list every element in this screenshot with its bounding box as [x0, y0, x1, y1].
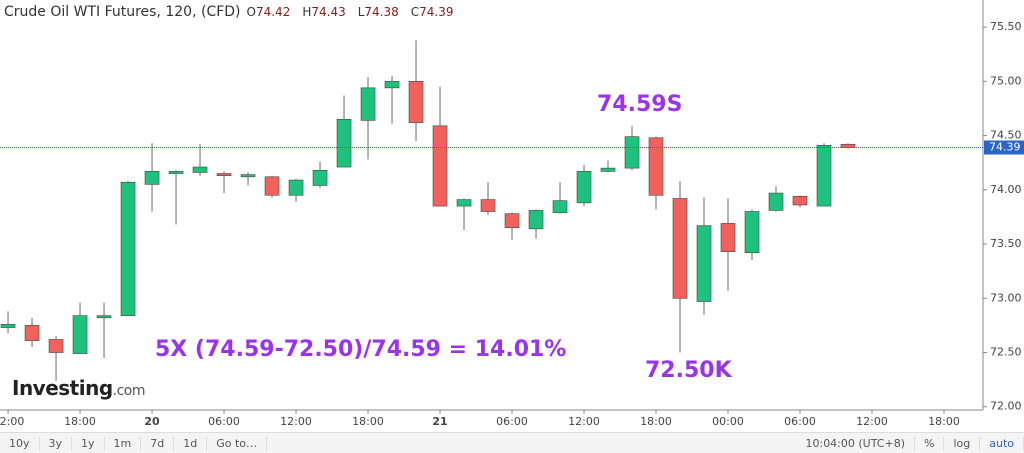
x-tick-label: 12:00	[568, 415, 600, 428]
x-tick-label: 18:00	[64, 415, 96, 428]
y-tick-label: 72.00	[990, 400, 1022, 413]
candle-body	[0, 324, 16, 328]
candle-body	[624, 136, 640, 169]
goto-button[interactable]: Go to…	[207, 436, 268, 450]
annotation: 74.59S	[597, 92, 683, 117]
range-button[interactable]: 7d	[141, 436, 175, 450]
candle-body	[216, 173, 232, 177]
candle-body	[432, 125, 448, 207]
chart-title: Crude Oil WTI Futures, 120, (CFD)	[4, 4, 241, 20]
y-tick-label: 74.00	[990, 183, 1022, 196]
candle-body	[360, 87, 376, 121]
candle-body	[72, 315, 88, 354]
x-tick-label: 06:00	[208, 415, 240, 428]
candle-body	[504, 213, 520, 229]
candle-body	[144, 171, 160, 185]
candle-body	[744, 211, 760, 254]
candle-body	[288, 179, 304, 196]
x-tick-label: 20	[144, 415, 160, 428]
candle-body	[672, 198, 688, 299]
ohlc-value: 74.38	[364, 5, 399, 19]
option-button[interactable]: auto	[980, 436, 1024, 450]
clock: 10:04:00 (UTC+8)	[796, 436, 915, 450]
option-button[interactable]: log	[944, 436, 981, 450]
range-button[interactable]: 10y	[0, 436, 40, 450]
range-button[interactable]: 3y	[40, 436, 73, 450]
y-tick-label: 75.50	[990, 20, 1022, 33]
candle-body	[768, 192, 784, 211]
candle-body	[720, 223, 736, 252]
candle-body	[240, 174, 256, 178]
candle-body	[528, 210, 544, 230]
y-tick-label: 73.00	[990, 291, 1022, 304]
x-tick-label: 12:00	[856, 415, 888, 428]
x-tick-label: 00:00	[712, 415, 744, 428]
candle-body	[312, 169, 328, 186]
candle-body	[192, 166, 208, 173]
range-button[interactable]: 1d	[174, 436, 208, 450]
logo-name: Investing	[12, 376, 113, 400]
candle-body	[24, 325, 40, 341]
candle-body	[264, 176, 280, 196]
ohlc-item: O74.42	[247, 5, 297, 19]
ohlc: O74.42 H74.43 L74.38 C74.39	[247, 4, 466, 20]
chart-header: Crude Oil WTI Futures, 120, (CFD) O74.42…	[4, 4, 466, 20]
x-tick-label: 12:00	[280, 415, 312, 428]
x-tick-label: 18:00	[928, 415, 960, 428]
candle-body	[576, 171, 592, 204]
chart: 72.00 72.50 73.00 73.50 74.00 74.50 75.00 75.50…	[0, 0, 1024, 428]
x-tick-label: 06:00	[496, 415, 528, 428]
candle-body	[456, 199, 472, 207]
logo: Investing.com	[12, 376, 146, 400]
ohlc-label: C	[410, 5, 420, 19]
x-tick-label: 2:00	[0, 415, 24, 428]
candle-body	[48, 339, 64, 353]
annotation: 5X (74.59-72.50)/74.59 = 14.01%	[155, 337, 567, 362]
range-button[interactable]: 1y	[72, 436, 105, 450]
y-tick-label: 72.50	[990, 346, 1022, 359]
candle-body	[552, 200, 568, 213]
candle-body	[648, 137, 664, 196]
x-tick-label: 06:00	[784, 415, 816, 428]
ohlc-item: H74.43	[302, 5, 351, 19]
candle-body	[600, 167, 616, 172]
ohlc-value: 74.42	[255, 5, 291, 19]
candle-body	[480, 199, 496, 212]
candle-body	[816, 145, 832, 207]
ohlc-label: O	[246, 5, 256, 19]
candle-body	[336, 119, 352, 168]
y-tick-label: 75.00	[990, 74, 1022, 87]
x-tick-label: 21	[432, 415, 447, 428]
last-price-label: 74.39	[989, 141, 1021, 154]
last-price-box	[984, 140, 1024, 155]
y-tick-label: 73.50	[990, 237, 1022, 250]
annotation: 72.50K	[645, 358, 732, 383]
y-tick-label: 74.50	[990, 129, 1022, 142]
ohlc-label: L	[357, 5, 365, 19]
logo-suffix: .com	[112, 383, 146, 399]
candle-body	[408, 81, 424, 123]
ohlc-item: C74.39	[411, 5, 460, 19]
candle-body	[384, 81, 400, 89]
ohlc-item: L74.38	[358, 5, 405, 19]
x-tick-label: 18:00	[640, 415, 672, 428]
candle-body	[696, 225, 712, 302]
candle-body	[120, 181, 136, 316]
candle-body	[792, 196, 808, 206]
candle-body	[96, 315, 112, 319]
toolbar: 10y 3y 1y 1m 7d 1d Go to… 10:04:00 (UTC+8)% log a…	[0, 432, 1024, 453]
ohlc-value: 74.39	[419, 5, 454, 19]
candle-body	[168, 171, 184, 174]
option-button[interactable]: %	[915, 436, 945, 450]
ohlc-value: 74.43	[311, 5, 346, 19]
ohlc-label: H	[302, 5, 312, 19]
range-button[interactable]: 1m	[105, 436, 142, 450]
x-tick-label: 18:00	[352, 415, 384, 428]
